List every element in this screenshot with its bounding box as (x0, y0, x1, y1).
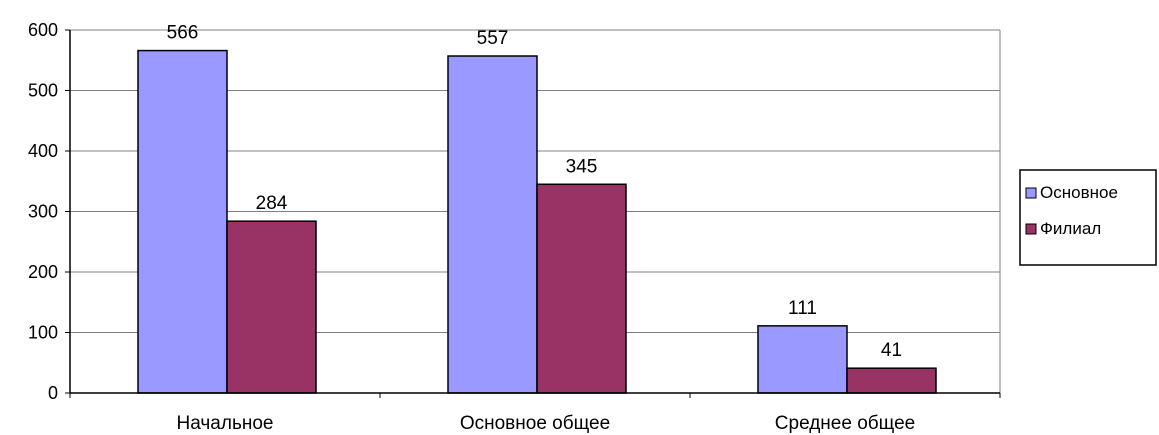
x-category-label: Начальное (177, 413, 274, 434)
data-label: 284 (256, 193, 288, 214)
data-label: 111 (788, 298, 817, 319)
y-tick-label: 400 (28, 141, 58, 161)
legend-label: Филиал (1040, 219, 1101, 238)
y-tick-label: 300 (28, 202, 58, 222)
legend-swatch (1025, 187, 1037, 199)
y-tick-label: 0 (48, 383, 58, 403)
axes (65, 29, 1001, 398)
data-label: 345 (566, 156, 598, 177)
bars (137, 49, 937, 394)
bar-osnovnoe (137, 49, 228, 394)
x-category-label: Среднее общее (775, 413, 915, 434)
legend-label: Основное (1040, 183, 1118, 202)
bar-osnovnoe (447, 55, 538, 394)
y-tick-label: 200 (28, 262, 58, 282)
data-label: 566 (167, 23, 199, 44)
legend: Основное Филиал (1019, 169, 1157, 266)
bar-filial (536, 183, 627, 394)
legend-swatch (1025, 223, 1037, 235)
data-label: 557 (477, 28, 509, 49)
bar-osnovnoe (757, 325, 848, 394)
labels: 0 100 200 300 400 500 600 566 284 Начальное 557 345… (28, 20, 915, 434)
data-label: 41 (881, 340, 902, 361)
bar-filial (846, 367, 937, 394)
y-tick-label: 600 (28, 20, 58, 40)
legend-box (1019, 169, 1157, 266)
y-tick-label: 100 (28, 323, 58, 343)
y-tick-label: 500 (28, 81, 58, 101)
x-category-label: Основное общее (460, 413, 610, 434)
bar-filial (226, 220, 317, 394)
